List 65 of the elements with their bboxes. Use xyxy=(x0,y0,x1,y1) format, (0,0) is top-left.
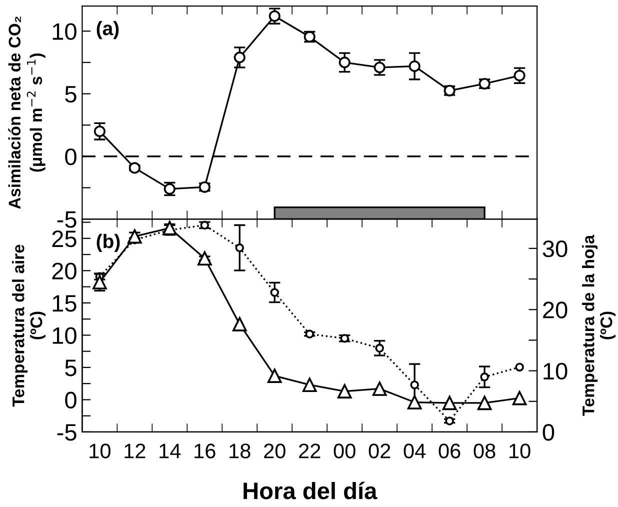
point xyxy=(375,344,384,353)
y-tick-label: 10 xyxy=(52,23,76,40)
point xyxy=(337,384,352,398)
x-tick-label: 14 xyxy=(160,444,181,458)
point xyxy=(514,70,526,82)
point xyxy=(268,10,280,22)
point xyxy=(234,52,246,64)
x-axis-title: Hora del día xyxy=(244,482,378,500)
point xyxy=(92,275,107,290)
point xyxy=(480,372,489,382)
point xyxy=(374,62,386,74)
x-tick-label: 12 xyxy=(124,444,146,458)
point xyxy=(340,334,349,343)
x-tick-label: 04 xyxy=(404,444,426,458)
point xyxy=(235,243,244,252)
point xyxy=(305,330,314,338)
y-tick-label: 20 xyxy=(52,262,76,280)
y2-tick-label: 30 xyxy=(542,240,568,258)
point xyxy=(270,288,280,297)
point xyxy=(200,220,210,230)
y-axis-title: Asimilación neta de CO₂ (μmol m$^{−2}$ s$^{−1}$) xyxy=(8,16,46,209)
x-tick-label: 20 xyxy=(264,444,286,458)
annotation: (b) xyxy=(96,234,120,252)
y-tick-label: 10 xyxy=(52,327,76,344)
x-tick-label: 16 xyxy=(194,444,216,458)
point xyxy=(410,380,419,390)
y-tick-label: 15 xyxy=(52,295,76,312)
point xyxy=(302,378,317,392)
x-tick-label: 02 xyxy=(368,444,390,458)
y-axis-title: Temperatura del aire (ºC) xyxy=(12,244,46,407)
y-tick-label: 0 xyxy=(65,148,76,166)
point xyxy=(232,317,247,332)
point xyxy=(128,229,142,244)
y-tick-label: 0 xyxy=(65,392,76,408)
y-tick-label: 25 xyxy=(52,230,76,248)
point xyxy=(94,126,106,138)
x-tick-label: 00 xyxy=(334,444,356,458)
y2-tick-label: 20 xyxy=(543,302,568,318)
point xyxy=(162,220,177,236)
x-tick-label: 10 xyxy=(90,444,110,458)
y-tick-label: -5 xyxy=(57,424,76,441)
y2-tick-label: 0 xyxy=(542,424,554,441)
x-tick-label: 08 xyxy=(474,444,496,458)
y2-axis-title: Temperatura de la hoja (ºC) xyxy=(582,234,616,416)
x-tick-label: 10 xyxy=(510,444,530,458)
point xyxy=(515,362,524,372)
y-tick-label: -5 xyxy=(57,211,76,228)
point xyxy=(477,396,492,410)
point xyxy=(445,416,454,426)
point xyxy=(407,395,422,410)
annotation: (a) xyxy=(96,20,119,40)
x-tick-label: 06 xyxy=(438,444,460,458)
point xyxy=(128,162,140,174)
point xyxy=(372,382,387,396)
x-tick-label: 18 xyxy=(230,444,250,458)
point xyxy=(198,251,212,266)
x-tick-label: 22 xyxy=(299,444,320,458)
y-tick-label: 5 xyxy=(65,86,76,103)
y2-tick-label: 10 xyxy=(544,362,568,380)
point xyxy=(338,56,350,68)
y-tick-label: 5 xyxy=(65,360,76,376)
point xyxy=(408,60,420,72)
point xyxy=(442,396,457,410)
point xyxy=(267,368,282,383)
point xyxy=(512,390,527,406)
